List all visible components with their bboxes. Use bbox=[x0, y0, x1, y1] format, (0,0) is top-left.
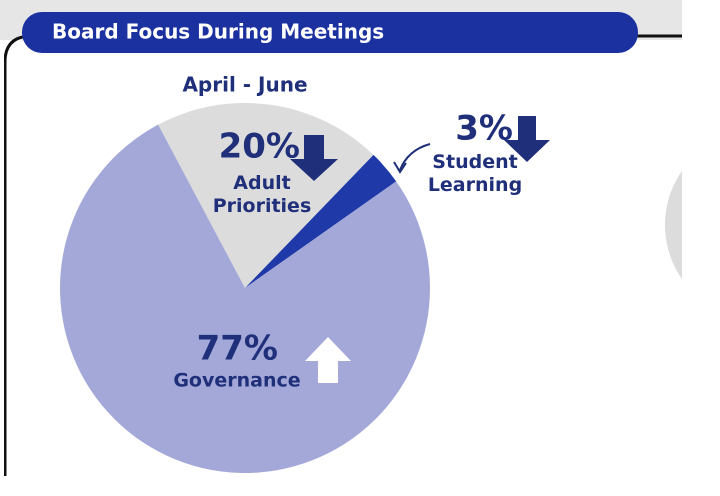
down-arrow bbox=[290, 135, 338, 181]
value-label: 77% bbox=[197, 329, 278, 369]
slice-label: Student Learning bbox=[428, 151, 522, 196]
chart-subtitle: April - June bbox=[182, 73, 307, 97]
value-label: 3% bbox=[455, 109, 513, 149]
chart-title: Board Focus During Meetings bbox=[52, 20, 384, 44]
pie-slice bbox=[245, 154, 397, 288]
down-arrow bbox=[504, 116, 550, 162]
title-banner bbox=[22, 12, 638, 53]
pie-slice bbox=[60, 124, 431, 474]
right-margin bbox=[682, 0, 720, 496]
up-arrow bbox=[305, 337, 351, 383]
pointer-head bbox=[393, 161, 407, 174]
slice-label: Governance bbox=[173, 370, 300, 392]
value-label: 20% bbox=[219, 127, 300, 167]
frame-gap bbox=[0, 40, 4, 476]
slice-label: Adult Priorities bbox=[213, 172, 312, 217]
pointer bbox=[399, 143, 431, 171]
